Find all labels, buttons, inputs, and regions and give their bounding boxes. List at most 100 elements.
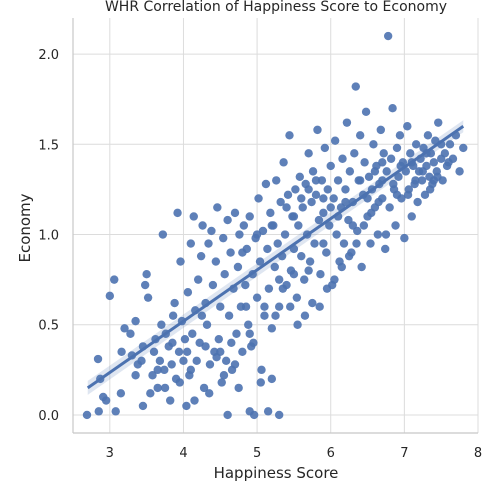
data-points [82, 31, 468, 420]
data-point [370, 167, 380, 176]
y-axis-label: Economy [16, 193, 34, 262]
data-point [326, 203, 335, 212]
data-point [241, 280, 250, 290]
data-point [440, 149, 450, 158]
data-point [267, 374, 277, 384]
data-point [360, 158, 369, 167]
data-point [158, 230, 168, 239]
data-point [216, 347, 225, 357]
data-point [216, 302, 225, 311]
data-point [190, 396, 199, 405]
data-point [180, 334, 190, 344]
data-point [319, 239, 328, 248]
data-point [166, 396, 175, 405]
data-point [388, 104, 397, 113]
data-point [238, 347, 247, 357]
data-point [148, 371, 157, 380]
data-point [418, 167, 427, 176]
grid [73, 18, 479, 433]
data-point [417, 176, 427, 185]
data-point [304, 149, 313, 158]
data-point [330, 136, 340, 145]
data-point [459, 143, 468, 153]
data-point [429, 176, 439, 185]
data-point [196, 251, 206, 261]
data-point [263, 407, 273, 416]
data-point [283, 190, 293, 200]
data-point [110, 275, 119, 284]
data-point [207, 226, 216, 236]
data-point [202, 320, 212, 329]
data-point [176, 257, 185, 266]
y-tick-label: 1.5 [38, 138, 59, 153]
data-point [383, 31, 393, 41]
data-point [149, 347, 159, 357]
data-point [146, 389, 155, 398]
data-point [179, 356, 188, 366]
data-point [256, 378, 265, 387]
data-point [330, 275, 339, 284]
data-point [314, 215, 324, 225]
data-point [274, 302, 284, 311]
data-point [344, 251, 354, 261]
data-point [361, 107, 371, 117]
data-point [297, 194, 306, 203]
data-point [272, 176, 281, 185]
data-point [219, 371, 229, 380]
data-point [276, 197, 285, 207]
x-axis-label: Happiness Score [214, 464, 339, 482]
data-point [274, 275, 284, 284]
data-point [385, 203, 394, 212]
data-point [142, 270, 151, 279]
data-point [455, 167, 464, 176]
data-point [320, 143, 330, 153]
data-point [304, 185, 313, 194]
data-point [322, 248, 331, 257]
data-point [379, 149, 388, 158]
y-tick-label: 2.0 [38, 48, 59, 63]
data-point [220, 270, 229, 279]
data-point [227, 338, 236, 347]
data-point [117, 347, 126, 357]
regression-line [86, 120, 465, 395]
data-point [217, 378, 226, 387]
data-point [305, 257, 315, 266]
data-point [357, 262, 366, 272]
data-point [266, 208, 275, 218]
data-point [322, 284, 332, 293]
data-point [325, 221, 334, 230]
data-point [337, 262, 346, 272]
data-point [355, 176, 365, 185]
data-point [351, 82, 360, 91]
x-tick-label: 7 [400, 446, 408, 461]
data-point [131, 316, 140, 326]
data-point [367, 208, 376, 218]
data-point [167, 360, 176, 369]
data-point [308, 298, 317, 308]
data-point [160, 365, 169, 375]
data-point [174, 347, 184, 357]
data-point [434, 118, 443, 127]
data-point [317, 176, 327, 185]
data-point [223, 410, 232, 420]
data-point [192, 356, 201, 366]
x-tick-label: 8 [474, 446, 482, 461]
data-point [255, 257, 265, 266]
data-point [101, 396, 111, 405]
data-point [198, 221, 207, 230]
data-point [389, 179, 398, 189]
data-point [273, 239, 282, 248]
chart-title: WHR Correlation of Happiness Score to Ec… [105, 0, 447, 15]
data-point [280, 230, 290, 239]
data-point [294, 221, 303, 230]
data-point [382, 167, 391, 176]
data-point [175, 378, 184, 387]
data-point [234, 383, 243, 393]
data-point [341, 185, 350, 194]
data-point [189, 212, 198, 221]
data-point [366, 239, 375, 248]
data-point [400, 233, 409, 243]
data-point [245, 329, 254, 338]
